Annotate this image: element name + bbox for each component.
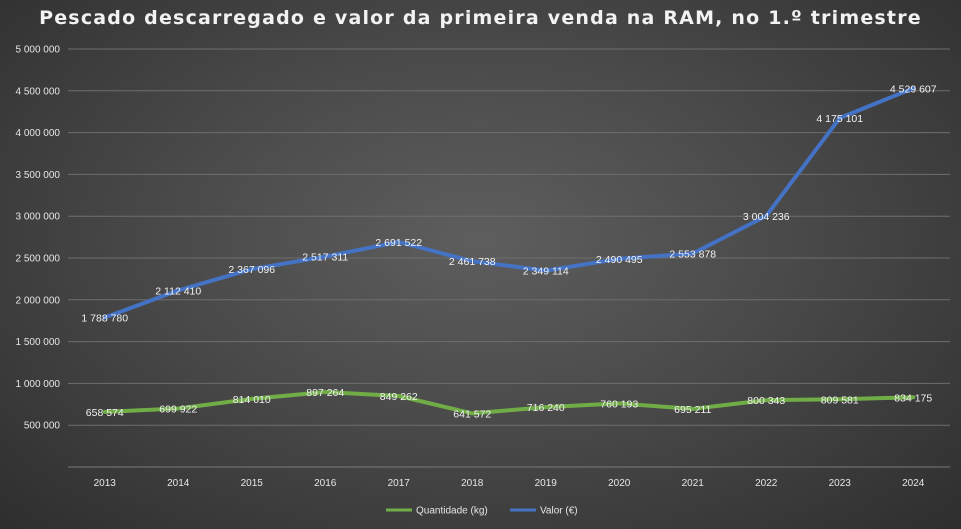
series-line-quantidade [102, 390, 916, 416]
data-label: 716 240 [527, 402, 565, 414]
legend-label-quantidade: Quantidade (kg) [416, 506, 488, 517]
x-tick-label: 2017 [388, 478, 411, 489]
x-tick-label: 2015 [241, 478, 264, 489]
legend: Quantidade (kg) Valor (€) [386, 506, 578, 517]
data-label: 699 922 [159, 403, 197, 415]
y-tick-label: 2 000 000 [16, 295, 61, 306]
series-lines [102, 86, 916, 416]
x-tick-label: 2018 [461, 478, 484, 489]
data-label: 4 529 607 [890, 83, 937, 95]
data-label: 2 349 114 [523, 266, 569, 278]
x-tick-label: 2013 [94, 478, 117, 489]
data-label: 641 572 [453, 408, 491, 420]
data-label: 695 211 [674, 404, 711, 416]
y-tick-label: 500 000 [24, 421, 61, 432]
x-tick-label: 2024 [902, 478, 925, 489]
series-line-valor [102, 86, 916, 320]
y-tick-label: 2 500 000 [16, 254, 61, 265]
chart-title: Pescado descarregado e valor da primeira… [39, 7, 922, 29]
data-label: 2 367 096 [228, 264, 275, 276]
data-label: 658 574 [86, 407, 124, 419]
x-tick-label: 2023 [829, 478, 852, 489]
x-tick-label: 2019 [535, 478, 558, 489]
data-label: 814 010 [233, 394, 271, 406]
y-tick-label: 5 000 000 [16, 45, 61, 56]
data-label: 4 175 101 [816, 113, 863, 125]
x-tick-label: 2021 [682, 478, 705, 489]
y-tick-label: 1 000 000 [16, 379, 61, 390]
data-label: 2 490 495 [596, 254, 643, 266]
data-label: 849 262 [380, 391, 418, 403]
legend-label-valor: Valor (€) [540, 506, 578, 517]
data-label: 1 788 780 [81, 312, 128, 324]
data-label: 800 343 [747, 395, 785, 407]
data-label: 2 691 522 [375, 237, 422, 249]
data-label: 834 175 [894, 392, 932, 404]
data-label: 2 112 410 [155, 285, 201, 297]
data-label: 2 553 878 [669, 248, 716, 260]
y-tick-label: 4 000 000 [16, 128, 61, 139]
x-tick-label: 2016 [314, 478, 337, 489]
y-tick-label: 4 500 000 [16, 86, 61, 97]
data-label: 897 264 [306, 387, 344, 399]
data-label: 3 004 236 [743, 211, 790, 223]
data-label: 2 517 311 [302, 252, 348, 264]
y-tick-label: 3 000 000 [16, 212, 61, 223]
y-tick-label: 1 500 000 [16, 337, 61, 348]
data-label: 809 581 [821, 394, 859, 406]
data-labels: 658 574 699 922 814 010 897 264 849 262 641 5… [81, 83, 936, 420]
x-tick-label: 2020 [608, 478, 631, 489]
y-tick-label: 3 500 000 [16, 170, 61, 181]
data-label: 760 193 [600, 398, 638, 410]
data-label: 2 461 738 [449, 256, 496, 268]
x-tick-label: 2022 [755, 478, 778, 489]
x-tick-label: 2014 [167, 478, 190, 489]
axes: 500 000 1 000 000 1 500 000 2 000 000 2 500 … [16, 45, 950, 489]
gridlines [68, 48, 950, 426]
